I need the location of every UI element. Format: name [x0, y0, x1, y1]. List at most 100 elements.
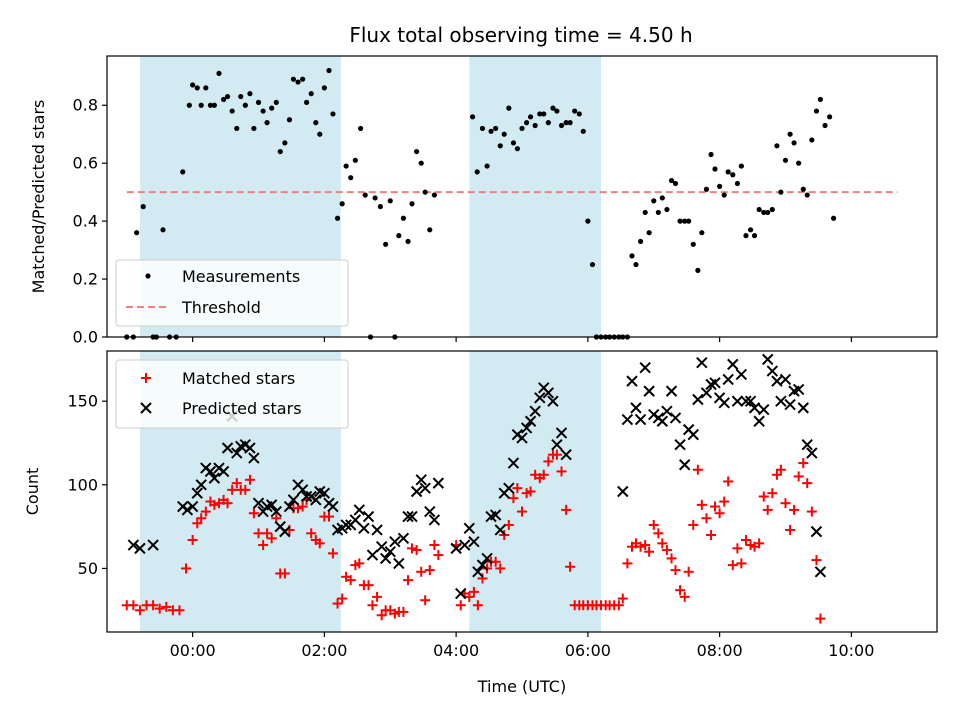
measurement-point: [479, 125, 486, 132]
measurement-point: [300, 76, 306, 82]
predicted-star-point: [419, 482, 431, 494]
matched-star-point: [815, 613, 826, 624]
measurement-point: [308, 91, 314, 97]
matched-star-point: [154, 603, 165, 614]
predicted-star-point: [617, 485, 629, 498]
measurement-point: [695, 267, 701, 273]
predicted-star-point: [358, 522, 370, 535]
measurement-point: [629, 253, 635, 259]
measurement-point: [358, 125, 364, 132]
matched-star-point: [464, 591, 475, 602]
count-panel-frame: [106, 350, 938, 633]
predicted-star-point: [244, 442, 256, 454]
y-tick-label: 50: [78, 559, 98, 578]
predicted-star-point: [560, 448, 572, 461]
predicted-star-point: [191, 487, 203, 499]
measurement-point: [383, 241, 389, 247]
measurement-point: [427, 227, 433, 233]
matched-star-point: [653, 528, 664, 539]
ratio-y-axis: 0.0 0.2 0.4 0.6 0.8: [73, 96, 107, 347]
count-x-axis: 00:00 02:00 04:00 06:00 08:00 10:00: [170, 632, 874, 660]
matched-star-point: [148, 600, 159, 611]
measurement-point: [769, 206, 775, 213]
predicted-star-point: [221, 442, 234, 454]
predicted-star-point: [362, 510, 375, 523]
matched-star-point: [666, 553, 677, 564]
measurement-point: [699, 230, 705, 236]
predicted-star-point: [217, 465, 230, 478]
predicted-star-point: [468, 535, 480, 548]
matched-star-point: [517, 506, 527, 517]
predicted-star-point: [204, 465, 217, 478]
measurement-point: [778, 189, 784, 195]
measurement-point: [690, 241, 696, 247]
x-tick-label: 04:00: [433, 641, 479, 660]
measurement-point: [431, 192, 437, 198]
measurement-point: [255, 99, 262, 105]
matched-star-point: [648, 519, 659, 530]
measurement-point: [524, 120, 530, 126]
measurement-point: [211, 102, 217, 108]
matched-star-point: [789, 504, 800, 515]
matched-star-point: [363, 580, 374, 591]
matched-star-point: [495, 563, 506, 574]
y-tick-label: 100: [67, 475, 98, 494]
count-x-label: Time (UTC): [477, 677, 566, 696]
measurement-point: [791, 140, 797, 146]
predicted-star-point: [529, 405, 541, 417]
measurement-point: [251, 125, 257, 132]
measurement-point: [134, 230, 140, 236]
measurement-point: [664, 206, 670, 213]
measurement-point: [234, 125, 240, 132]
measurement-point: [738, 163, 744, 169]
measurement-point: [160, 227, 166, 233]
legend-predicted-label: Predicted stars: [182, 399, 302, 418]
predicted-star-point: [248, 452, 260, 464]
measurement-point: [721, 192, 727, 198]
predicted-star-point: [779, 373, 792, 386]
matched-star-point: [525, 486, 536, 497]
matched-star-point: [306, 528, 317, 539]
x-tick-label: 10:00: [828, 641, 874, 660]
measurement-point: [220, 96, 227, 103]
matched-star-point: [420, 595, 431, 606]
predicted-star-point: [455, 587, 467, 600]
predicted-star-point: [801, 438, 813, 451]
matched-star-point: [798, 458, 809, 469]
predicted-star-point: [520, 422, 533, 434]
measurement-point: [295, 79, 301, 85]
predicted-star-point: [458, 539, 471, 551]
measurement-point: [207, 102, 214, 108]
predicted-star-point: [709, 377, 721, 389]
measurement-point: [334, 215, 341, 221]
predicted-star-point: [472, 566, 484, 578]
predicted-star-point: [766, 365, 779, 377]
measurement-point: [545, 120, 551, 126]
measurement-point: [782, 157, 789, 163]
measurement-point: [686, 218, 692, 224]
predicted-star-point: [656, 415, 669, 427]
matched-star-point: [714, 508, 725, 519]
y-tick-label: 0.4: [73, 212, 98, 231]
measurement-point: [216, 70, 222, 76]
matched-star-point: [727, 560, 738, 571]
matched-star-point: [670, 565, 681, 576]
predicted-star-point: [775, 395, 787, 407]
predicted-star-point: [758, 403, 770, 416]
measurement-point: [317, 131, 323, 137]
legend-matched-label: Matched stars: [182, 369, 295, 388]
measurement-point: [796, 160, 802, 166]
x-tick-label: 08:00: [697, 641, 743, 660]
matched-star-point: [424, 565, 435, 576]
measurement-point: [541, 111, 547, 117]
measurement-point: [514, 146, 520, 152]
matched-star-point: [503, 519, 514, 530]
predicted-star-point: [310, 494, 322, 506]
measurement-point: [655, 209, 661, 216]
measurement-point: [642, 209, 648, 216]
matched-star-point: [793, 471, 804, 482]
matched-star-point: [710, 501, 721, 512]
measurement-point: [743, 233, 749, 239]
count-legend-box: [115, 359, 349, 429]
